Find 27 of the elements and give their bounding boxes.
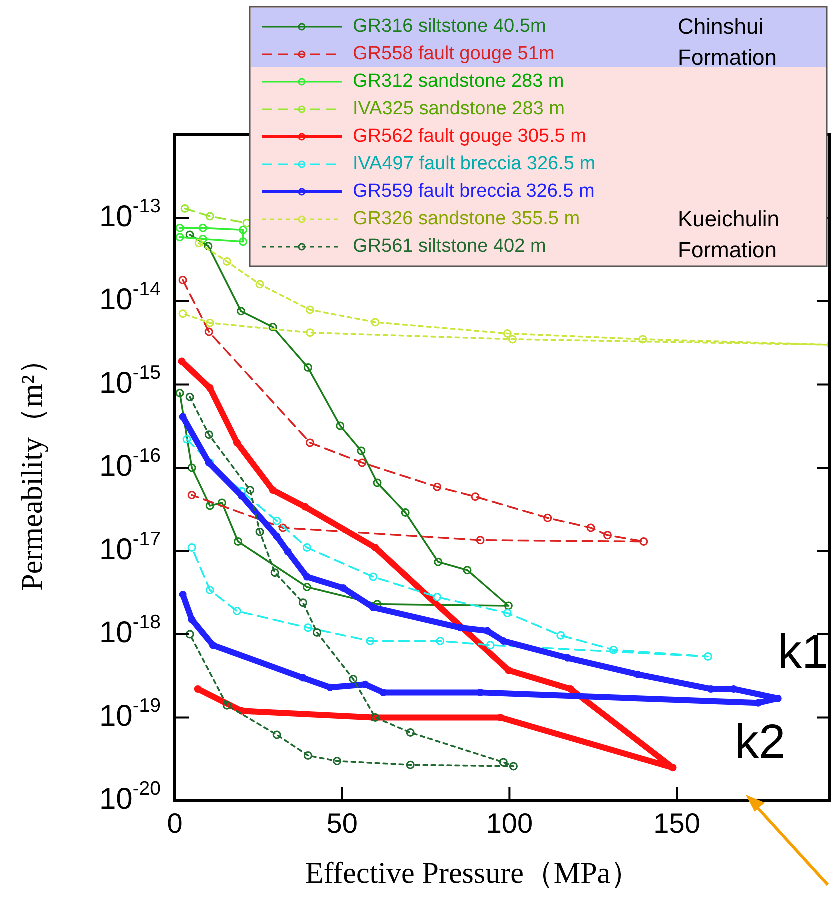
y-tick-label: 10$^{-18}$ (99, 612, 161, 650)
legend-label: GR562 fault gouge 305.5 m (353, 126, 586, 148)
legend-label: GR312 sandstone 283 m (353, 71, 564, 92)
y-tick-label: 10$^{-14}$ (99, 278, 162, 316)
legend-label: GR561 siltstone 402 m (353, 236, 546, 258)
y-axis-title: Permeability（m²） (16, 345, 49, 591)
y-tick-label: 10$^{-19}$ (99, 694, 161, 733)
y-tick-label: 10$^{-15}$ (99, 362, 162, 400)
annotation: k2 (735, 716, 786, 769)
legend-label: GR558 fault gouge 51m (353, 44, 555, 65)
legend-label: IVA325 sandstone 283 m (353, 98, 565, 120)
y-tick-label: 10$^{-17}$ (99, 528, 161, 566)
x-tick-label: 50 (326, 808, 358, 839)
legend-label: GR316 siltstone 40.5m (353, 16, 546, 38)
x-tick-label: 150 (654, 808, 700, 839)
legend-label: GR559 fault breccia 326.5 m (353, 181, 595, 202)
y-tick-label: 10$^{-20}$ (99, 778, 162, 816)
x-axis-title: Effective Pressure（MPa） (305, 857, 641, 890)
x-tick-label: 0 (167, 808, 183, 839)
legend-label: GR326 sandstone 355.5 m (353, 208, 580, 230)
annotation: Kueichulin Formation (678, 206, 780, 262)
text: Chinshui Formation (678, 14, 778, 70)
y-tick-label: 10$^{-16}$ (99, 445, 161, 483)
legend-label: IVA497 fault breccia 326.5 m (353, 154, 596, 175)
x-tick-label: 100 (486, 808, 534, 839)
annotation: k1 (778, 626, 829, 679)
y-tick-label: 10$^{-13}$ (99, 195, 161, 234)
